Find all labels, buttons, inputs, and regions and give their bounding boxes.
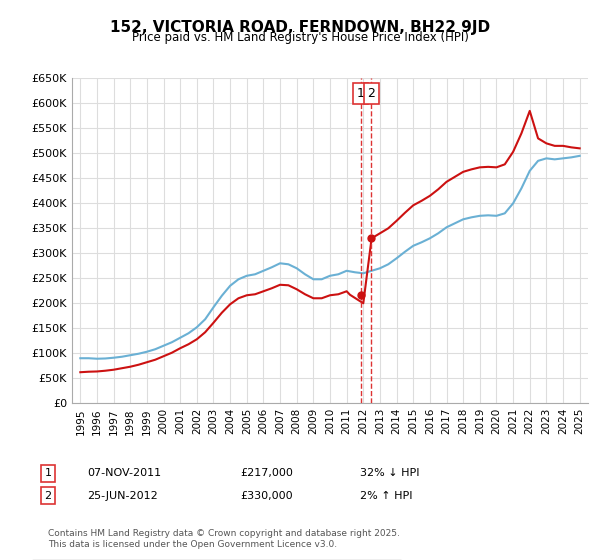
Text: £217,000: £217,000 (240, 468, 293, 478)
Text: 32% ↓ HPI: 32% ↓ HPI (360, 468, 419, 478)
Text: 1: 1 (357, 87, 365, 100)
Text: 07-NOV-2011: 07-NOV-2011 (87, 468, 161, 478)
Text: 25-JUN-2012: 25-JUN-2012 (87, 491, 158, 501)
Text: Contains HM Land Registry data © Crown copyright and database right 2025.
This d: Contains HM Land Registry data © Crown c… (48, 529, 400, 549)
Text: 2% ↑ HPI: 2% ↑ HPI (360, 491, 413, 501)
Text: 152, VICTORIA ROAD, FERNDOWN, BH22 9JD: 152, VICTORIA ROAD, FERNDOWN, BH22 9JD (110, 20, 490, 35)
Text: 2: 2 (367, 87, 375, 100)
Text: 1: 1 (44, 468, 52, 478)
Text: £330,000: £330,000 (240, 491, 293, 501)
Text: 2: 2 (44, 491, 52, 501)
Text: Price paid vs. HM Land Registry's House Price Index (HPI): Price paid vs. HM Land Registry's House … (131, 31, 469, 44)
